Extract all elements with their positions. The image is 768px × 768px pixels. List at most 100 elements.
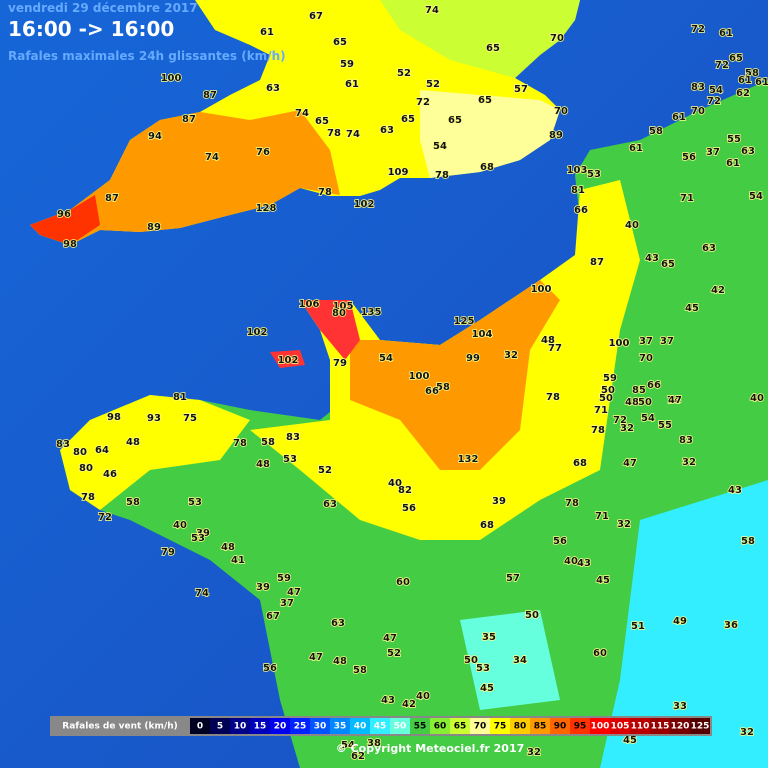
- legend-value: 125: [691, 722, 710, 732]
- station-value: 78: [318, 187, 332, 198]
- legend-swatch: [370, 718, 390, 734]
- station-value: 59: [603, 373, 617, 384]
- legend-value: 50: [394, 722, 407, 732]
- station-value: 40: [416, 691, 430, 702]
- station-value: 80: [73, 447, 87, 458]
- station-value: 43: [645, 253, 659, 264]
- station-value: 98: [63, 239, 77, 250]
- legend-swatch: [650, 718, 670, 734]
- station-value: 65: [401, 114, 415, 125]
- legend-swatch: [310, 718, 330, 734]
- station-value: 50: [525, 610, 539, 621]
- station-value: 81: [571, 185, 585, 196]
- date: vendredi 29 décembre 2017: [8, 1, 198, 15]
- station-value: 102: [354, 199, 375, 210]
- station-value: 61: [672, 112, 686, 123]
- station-value: 48: [333, 656, 347, 667]
- station-value: 79: [161, 547, 175, 558]
- station-value: 51: [631, 621, 645, 632]
- station-value: 106: [299, 299, 320, 310]
- legend-swatch: [430, 718, 450, 734]
- legend-swatch: [470, 718, 490, 734]
- station-value: 45: [596, 575, 610, 586]
- station-value: 58: [353, 665, 367, 676]
- station-value: 132: [458, 454, 479, 465]
- station-value: 58: [649, 126, 663, 137]
- station-value: 63: [741, 146, 755, 157]
- station-value: 104: [472, 329, 493, 340]
- legend-swatch: [270, 718, 290, 734]
- legend-value: 85: [534, 722, 547, 732]
- legend-value: 40: [354, 722, 367, 732]
- station-value: 59: [340, 59, 354, 70]
- legend-swatch: [350, 718, 370, 734]
- station-value: 74: [667, 395, 681, 406]
- copyright: © Copyright Meteociel.fr 2017: [336, 742, 525, 755]
- station-value: 99: [466, 353, 480, 364]
- station-value: 70: [554, 106, 568, 117]
- station-value: 68: [480, 162, 494, 173]
- station-value: 89: [549, 130, 563, 141]
- station-value: 60: [593, 648, 607, 659]
- legend-value: 60: [434, 722, 447, 732]
- station-value: 78: [565, 498, 579, 509]
- island: [270, 350, 305, 368]
- station-value: 80: [332, 308, 346, 319]
- station-value: 43: [728, 485, 742, 496]
- france-zone: [600, 480, 768, 768]
- station-value: 72: [98, 512, 112, 523]
- legend-swatch: [410, 718, 430, 734]
- station-value: 78: [591, 425, 605, 436]
- station-value: 72: [691, 24, 705, 35]
- station-value: 64: [95, 445, 109, 456]
- station-value: 56: [402, 503, 416, 514]
- station-value: 68: [480, 520, 494, 531]
- legend-swatch: [490, 718, 510, 734]
- legend-value: 45: [374, 722, 387, 732]
- legend-swatch: [450, 718, 470, 734]
- station-value: 37: [706, 147, 720, 158]
- normandy-zone: [350, 280, 560, 470]
- station-value: 53: [191, 533, 205, 544]
- station-value: 46: [103, 469, 117, 480]
- legend-swatch: [630, 718, 650, 734]
- england-zone: [420, 90, 560, 178]
- station-value: 66: [425, 386, 439, 397]
- legend-swatch: [210, 718, 230, 734]
- station-value: 105: [333, 301, 354, 312]
- station-value: 81: [173, 392, 187, 403]
- legend: 0 5 10 15 20 25 30 35 40 45 50 55 60 65 70 75 80 85 90 95 10…: [190, 718, 710, 734]
- station-value: 68: [573, 458, 587, 469]
- france-zone: [460, 610, 560, 710]
- station-value: 61: [345, 79, 359, 90]
- station-value: 82: [398, 485, 412, 496]
- station-value: 42: [711, 285, 725, 296]
- station-value: 65: [661, 259, 675, 270]
- station-value: 66: [574, 205, 588, 216]
- station-value: 65: [315, 116, 329, 127]
- station-value: 63: [331, 618, 345, 629]
- station-value: 54: [433, 141, 447, 152]
- station-value: 76: [256, 147, 270, 158]
- station-value: 58: [261, 437, 275, 448]
- station-value: 74: [195, 588, 209, 599]
- station-value: 71: [594, 405, 608, 416]
- station-value: 38: [367, 738, 381, 749]
- station-value: 56: [263, 663, 277, 674]
- station-value: 79: [333, 358, 347, 369]
- station-value: 96: [57, 209, 71, 220]
- station-value: 50: [599, 393, 613, 404]
- station-value: 65: [729, 53, 743, 64]
- station-value: 93: [147, 413, 161, 424]
- station-value: 35: [482, 632, 496, 643]
- station-value: 47: [668, 395, 682, 406]
- station-value: 48: [625, 397, 639, 408]
- station-value: 78: [435, 170, 449, 181]
- station-value: 58: [126, 497, 140, 508]
- station-value: 37: [280, 598, 294, 609]
- station-value: 109: [388, 167, 409, 178]
- station-value: 72: [613, 415, 627, 426]
- station-value: 32: [682, 457, 696, 468]
- legend-swatch: [330, 718, 350, 734]
